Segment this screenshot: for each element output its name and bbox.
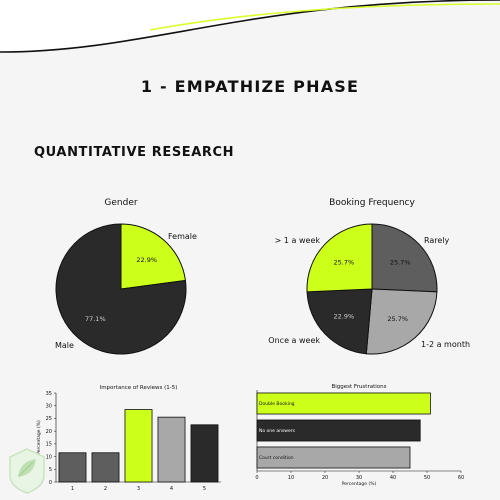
x-tick-label: 20	[322, 475, 328, 481]
pie-slice-rarely	[371, 223, 438, 293]
bar-court-condition	[256, 446, 411, 469]
wave-line-accent	[149, 3, 500, 31]
y-tick-label: 5	[49, 467, 52, 473]
pie-pct-label-male: 77.1%	[85, 315, 106, 323]
pie-slice-male	[55, 223, 187, 355]
y-axis-label: Percentage (%)	[36, 420, 42, 455]
x-tick-label-2: 2	[104, 486, 107, 492]
pie-pct-label-1-2-a-month: 25.7%	[387, 315, 408, 323]
chart-title: Booking Frequency	[329, 198, 415, 208]
chart-title: Biggest Frustrations	[331, 384, 386, 390]
y-tick-label: 15	[46, 442, 52, 448]
y-tick-label: 10	[46, 454, 52, 460]
y-tick-label: 30	[46, 404, 52, 410]
pie-slice-once-a-week	[306, 288, 373, 355]
bar-4	[157, 416, 186, 483]
x-tick-label-5: 5	[203, 486, 206, 492]
pie-pct-label-once-a-week: 22.9%	[333, 312, 354, 320]
gender-pie-chart: Gender 22.9% Female 77.1% Male	[55, 198, 197, 355]
pie-slice-label-female: Female	[168, 232, 197, 241]
y-tick-label: 0	[49, 480, 52, 486]
frustrations-bar-chart: Biggest Frustrations 0 10 20 30 40 50 60 Percent…	[255, 384, 464, 487]
x-tick-label: 50	[424, 475, 430, 481]
leaf-logo-icon	[9, 448, 45, 494]
page-title: 1 - EMPATHIZE PHASE	[140, 77, 360, 96]
bar-2	[91, 452, 120, 483]
x-tick-label: 60	[458, 475, 464, 481]
y-tick-label: 20	[46, 429, 52, 435]
pie-slice-label-1-2-a-month: 1-2 a month	[421, 340, 470, 349]
x-tick-label: 0	[255, 475, 258, 481]
pie-pct-label-rarely: 25.7%	[390, 259, 411, 267]
wave-line-dark	[0, 0, 500, 53]
booking-frequency-pie-chart: Booking Frequency 25.7% Rarely 25.7% 1-2 a m…	[268, 198, 470, 355]
pie-slice-label-1-a-week: > 1 a week	[275, 236, 321, 245]
bar-5	[190, 424, 219, 483]
bar-3	[124, 409, 153, 483]
pie-pct-label-1-a-week: 25.7%	[333, 259, 354, 267]
pie-slice-label-male: Male	[55, 341, 74, 350]
section-title: QUANTITATIVE RESEARCH	[34, 145, 235, 160]
bar-double-booking	[256, 392, 431, 415]
bar-category-label-no-one-answers: No one answers	[259, 428, 296, 434]
x-tick-label-1: 1	[71, 486, 74, 492]
pie-slice-female	[120, 223, 186, 290]
pie-pct-label-female: 22.9%	[136, 256, 157, 264]
x-tick-label-4: 4	[170, 486, 173, 492]
chart-title: Importance of Reviews (1-5)	[100, 385, 178, 391]
reviews-bar-chart: Importance of Reviews (1-5)0510152025303…	[36, 385, 221, 492]
x-axis-label: Percentage (%)	[342, 481, 377, 487]
x-tick-label: 40	[390, 475, 396, 481]
pie-slice-1-a-week	[306, 223, 373, 293]
y-tick-label: 25	[46, 416, 52, 422]
pie-slice-label-rarely: Rarely	[424, 236, 450, 245]
y-tick-label: 35	[46, 391, 52, 397]
bar-category-label-court-condition: Court condition	[259, 455, 294, 461]
bar-category-label-double-booking: Double Booking	[259, 401, 295, 407]
x-tick-label: 30	[356, 475, 362, 481]
bar-no-one-answers	[256, 419, 421, 442]
header-wave	[0, 0, 500, 53]
wave-fill	[0, 0, 500, 52]
chart-title: Gender	[104, 198, 137, 208]
x-tick-label: 10	[288, 475, 294, 481]
pie-slice-label-once-a-week: Once a week	[268, 336, 320, 345]
bar-1	[58, 452, 87, 483]
x-tick-label-3: 3	[137, 486, 140, 492]
pie-slice-1-2-a-month	[365, 288, 438, 355]
